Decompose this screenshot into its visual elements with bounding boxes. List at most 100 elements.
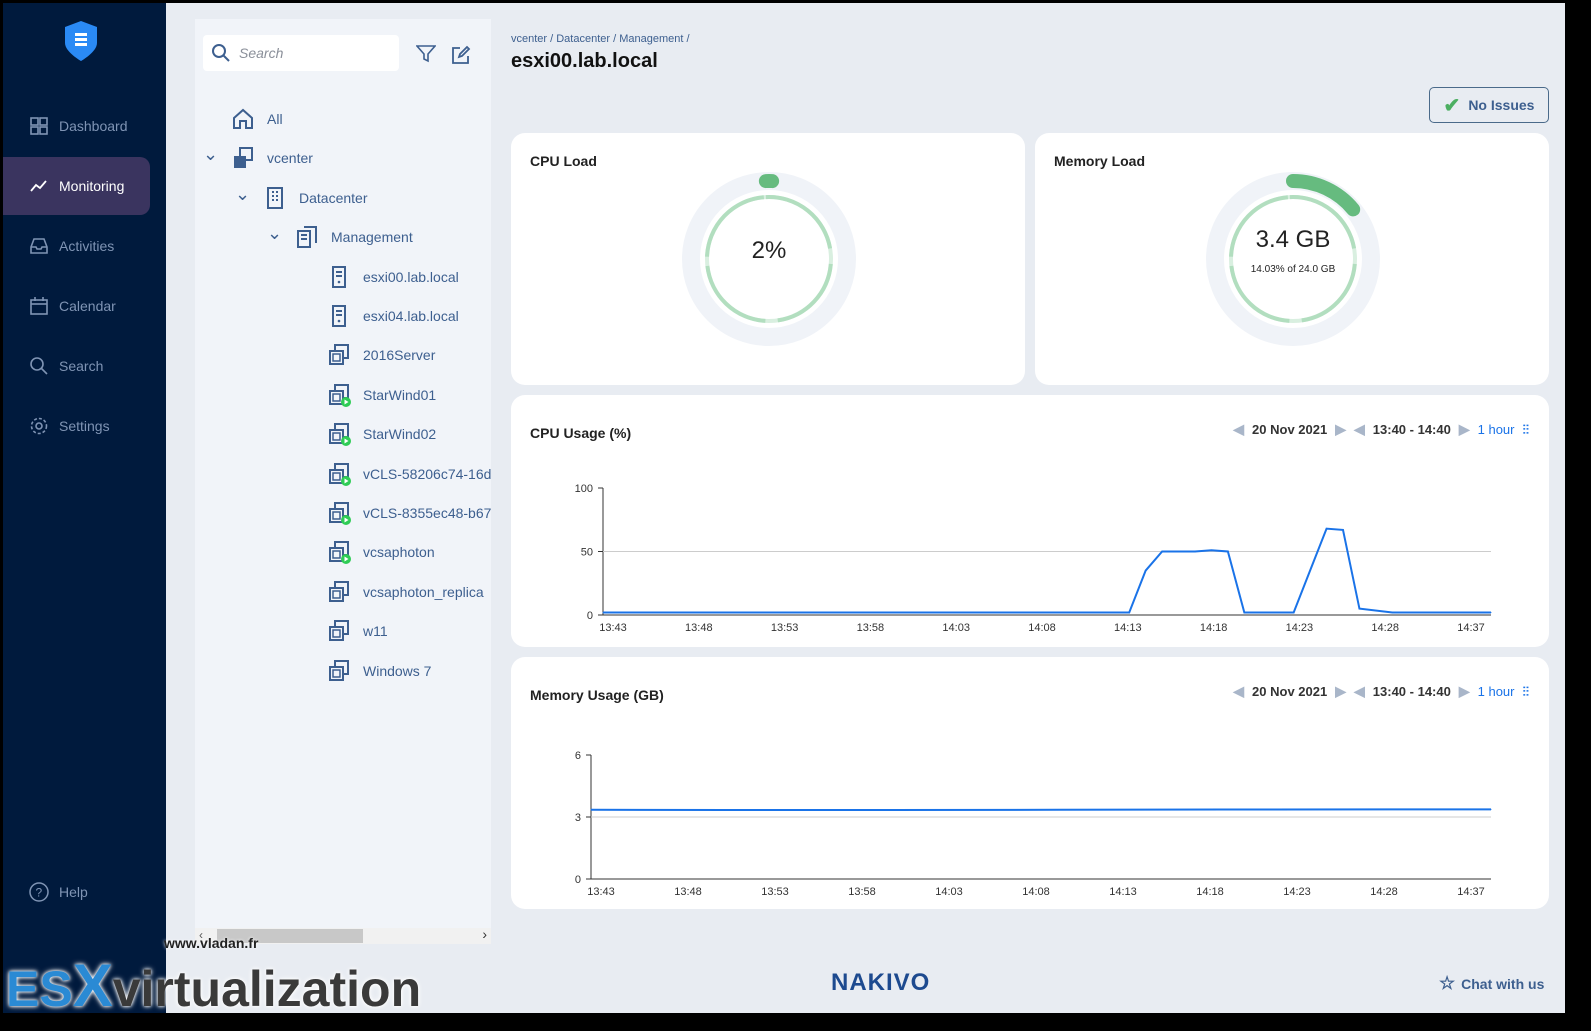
watermark: ESXvirtualization — [6, 952, 422, 1019]
breadcrumb[interactable]: vcenter / Datacenter / Management / — [511, 33, 690, 45]
data-point — [1293, 611, 1295, 613]
home-icon — [233, 108, 253, 129]
next-date-icon[interactable]: ▶ — [1335, 683, 1346, 699]
gauge-segment — [705, 195, 765, 257]
building-icon — [267, 186, 283, 209]
sidebar-item-monitoring[interactable]: Monitoring — [3, 157, 150, 215]
x-tick-label: 14:28 — [1371, 622, 1399, 634]
prev-date-icon[interactable]: ◀ — [1233, 683, 1245, 699]
memory-load-value: 3.4 GB — [1255, 226, 1331, 253]
chat-button[interactable]: ☆ Chat with us — [1439, 973, 1545, 993]
vm-running-icon — [329, 502, 351, 525]
vm-icon — [329, 580, 349, 602]
sidebar-item-settings[interactable]: Settings — [3, 397, 150, 455]
settings-sliders-icon[interactable]: ⫶⫶ — [1522, 683, 1530, 699]
expand-chevron-icon[interactable]: ⌄ — [235, 183, 251, 204]
sidebar-item-calendar[interactable]: Calendar — [3, 277, 150, 335]
tree-search-input[interactable]: Search — [203, 35, 399, 71]
time-controls: ◀ 20 Nov 2021 ▶ ◀ 13:40 - 14:40 ▶ 1 hour ⫶⫶ — [1233, 421, 1530, 437]
data-point — [1342, 529, 1344, 531]
expand-chevron-icon[interactable]: ⌄ — [267, 223, 283, 244]
x-tick-label: 14:23 — [1286, 622, 1314, 634]
prev-range-icon[interactable]: ◀ — [1354, 683, 1365, 699]
gear-icon — [30, 417, 48, 435]
help-link[interactable]: ? Help — [3, 863, 150, 921]
cluster-icon — [297, 226, 317, 249]
tree-item[interactable]: vCLS-58206c74-16d — [327, 462, 491, 486]
cpu-usage-chart: 0 50 100 13:43 13:48 13:53 13:58 14:03 14:08 14:1… — [575, 483, 1492, 634]
host-icon — [332, 265, 346, 288]
data-point — [723, 809, 725, 811]
x-tick-label: 13:58 — [848, 886, 876, 898]
next-date-icon[interactable]: ▶ — [1335, 421, 1346, 437]
tree-horizontal-scrollbar[interactable]: ‹ › — [195, 926, 491, 944]
x-tick-label: 14:23 — [1283, 886, 1311, 898]
memory-usage-chart: 0 3 6 13:43 13:48 13:53 13:58 14:03 14:08 14:13 14… — [575, 750, 1492, 898]
time-controls: ◀ 20 Nov 2021 ▶ ◀ 13:40 - 14:40 ▶ 1 hour ⫶⫶ — [1233, 683, 1530, 699]
data-point — [1441, 611, 1443, 613]
sidebar-item-dashboard[interactable]: Dashboard — [3, 97, 150, 155]
data-point — [1210, 549, 1212, 551]
app: Dashboard Monitoring Activities Calendar Sea… — [3, 3, 1565, 1013]
prev-range-icon[interactable]: ◀ — [1354, 421, 1365, 437]
tree-item[interactable]: StarWind02 — [327, 422, 436, 447]
tree-item[interactable]: vcsaphoton — [327, 540, 435, 565]
tree-item[interactable]: esxi00.lab.local — [327, 265, 459, 289]
search-icon — [212, 44, 230, 62]
data-point — [1243, 611, 1245, 613]
gauge-segment — [705, 265, 766, 323]
data-point — [1390, 808, 1392, 810]
gauge-value-arc — [1286, 174, 1361, 217]
x-tick-label: 14:18 — [1200, 622, 1228, 634]
tree-item[interactable]: Windows 7 — [327, 659, 431, 683]
scroll-thumb[interactable] — [217, 929, 363, 943]
vm-running-icon — [329, 383, 351, 407]
svg-text:?: ? — [36, 886, 43, 900]
cpu-load-gauge — [682, 172, 856, 346]
tree-item[interactable]: vcsaphoton_replica — [327, 580, 484, 604]
data-point — [1128, 611, 1130, 613]
series-line — [603, 527, 1491, 614]
tree-item[interactable]: StarWind01 — [327, 383, 436, 407]
memory-load-card: Memory Load 3.4 GB 14.03% of 24.0 GB — [1035, 133, 1549, 385]
vm-running-icon — [329, 423, 351, 447]
tree-item[interactable]: Management — [295, 225, 413, 249]
edit-icon[interactable] — [451, 45, 471, 65]
data-point — [1490, 611, 1492, 613]
data-point — [1391, 611, 1393, 613]
tree-item[interactable]: w11 — [327, 619, 388, 643]
scroll-right-icon[interactable]: › — [482, 926, 487, 942]
search-icon — [30, 357, 48, 375]
y-tick-label: 100 — [575, 483, 593, 495]
next-range-icon[interactable]: ▶ — [1458, 683, 1470, 699]
page-title: esxi00.lab.local — [511, 50, 658, 72]
cpu-load-card: CPU Load 2% — [511, 133, 1025, 385]
sidebar-item-search[interactable]: Search — [3, 337, 150, 395]
x-tick-label: 14:13 — [1114, 622, 1142, 634]
grid-icon — [30, 117, 48, 135]
vm-icon — [329, 344, 349, 366]
next-range-icon[interactable]: ▶ — [1458, 421, 1470, 437]
gauge-segment — [1229, 265, 1290, 323]
check-icon: ✔ — [1443, 94, 1461, 117]
star-icon: ☆ — [1439, 973, 1456, 993]
tree-item[interactable]: Datacenter — [263, 186, 367, 210]
sidebar-item-activities[interactable]: Activities — [3, 217, 150, 275]
tree-item[interactable]: 2016Server — [327, 343, 435, 367]
scroll-left-icon[interactable]: ‹ — [199, 928, 203, 942]
x-tick-label: 13:53 — [761, 886, 789, 898]
tree-item[interactable]: vCLS-8355ec48-b67 — [327, 501, 491, 525]
status-badge[interactable]: ✔ No Issues — [1429, 87, 1549, 123]
data-point — [890, 809, 892, 811]
tree-item[interactable]: esxi04.lab.local — [327, 304, 459, 328]
filter-icon[interactable] — [416, 45, 436, 63]
prev-date-icon[interactable]: ◀ — [1233, 421, 1245, 437]
gauge-segment — [765, 195, 833, 249]
tree-item[interactable]: vcenter — [231, 146, 313, 170]
memory-load-detail: 14.03% of 24.0 GB — [1250, 264, 1336, 275]
expand-chevron-icon[interactable]: ⌄ — [203, 144, 219, 165]
settings-sliders-icon[interactable]: ⫶⫶ — [1522, 421, 1530, 437]
data-point — [980, 611, 982, 613]
vm-running-icon — [329, 462, 351, 486]
tree-item[interactable]: All — [231, 107, 283, 131]
